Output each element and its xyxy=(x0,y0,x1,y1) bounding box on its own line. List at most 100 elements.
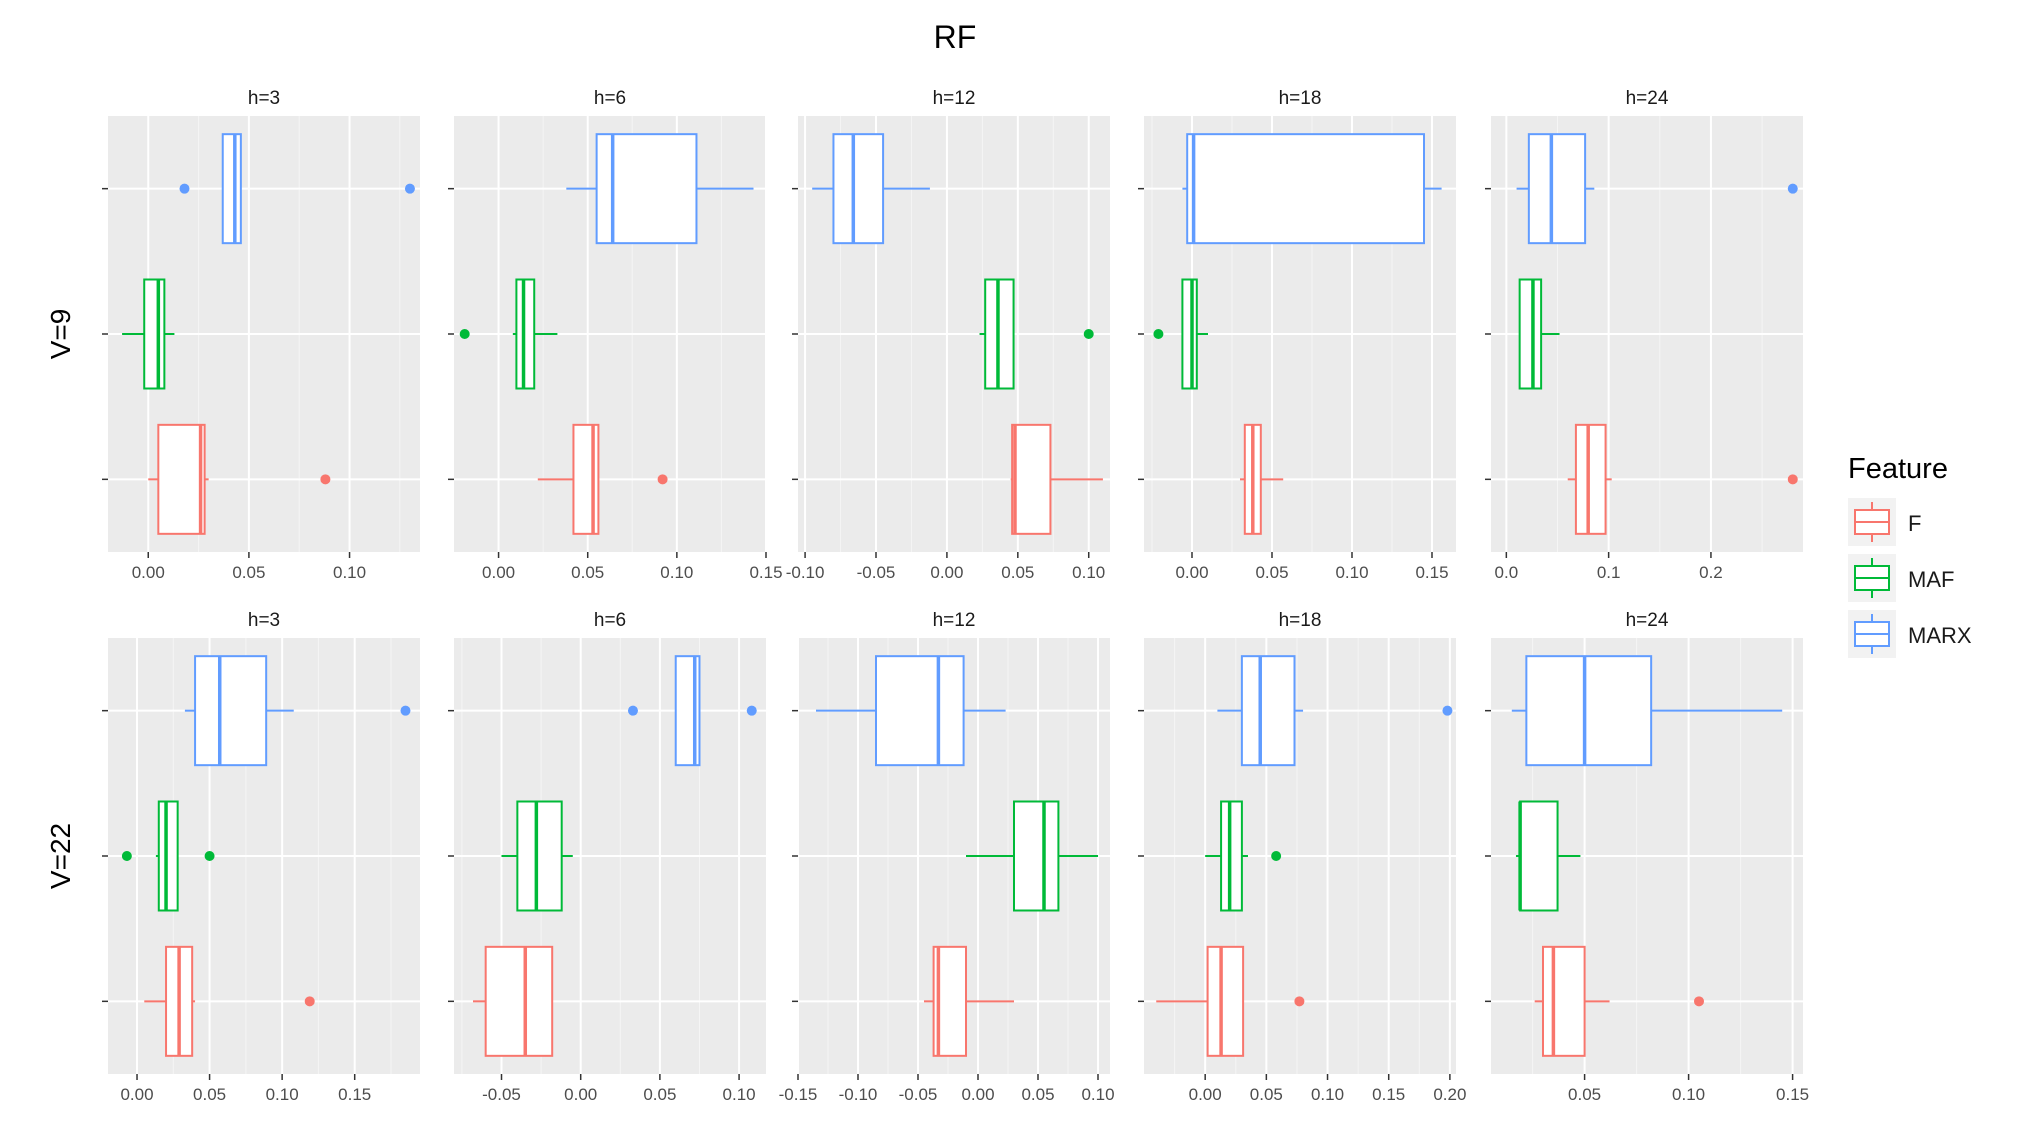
panel-V22-h18: h=18 0.00 0.05 0.10 0.15 0.20 xyxy=(1138,610,1466,1104)
x-tick-label: 0.00 xyxy=(930,563,963,582)
iqr-box xyxy=(1525,655,1653,767)
strip-label: h=18 xyxy=(1279,610,1322,631)
iqr-box xyxy=(1011,423,1052,535)
outlier-point xyxy=(400,705,411,716)
x-tick-label: -0.05 xyxy=(899,1085,938,1104)
x-tick-label: 0.10 xyxy=(1072,563,1105,582)
legend-label: F xyxy=(1908,511,1921,536)
x-tick-label: -0.15 xyxy=(779,1085,818,1104)
outlier-point xyxy=(1787,474,1798,485)
x-tick-label: 0.10 xyxy=(1081,1085,1114,1104)
panel-V22-h6: h=6 -0.05 0.00 0.05 0.10 xyxy=(448,610,766,1104)
strip-label: h=3 xyxy=(248,610,280,631)
box-f xyxy=(1156,945,1305,1057)
x-tick-label: 0.00 xyxy=(1175,563,1208,582)
iqr-box xyxy=(1574,423,1607,535)
x-tick-label: 0.2 xyxy=(1699,563,1723,582)
x-tick-label: 0.10 xyxy=(723,1085,756,1104)
x-tick-label: 0.05 xyxy=(232,563,265,582)
x-tick-label: 0.05 xyxy=(193,1085,226,1104)
iqr-box xyxy=(157,800,179,912)
box-f xyxy=(473,945,554,1057)
box-marx xyxy=(1217,655,1453,767)
iqr-box xyxy=(832,133,885,245)
strip-label: h=3 xyxy=(248,88,280,109)
outlier-point xyxy=(1787,183,1798,194)
strip-label: h=18 xyxy=(1279,88,1322,109)
x-tick-label: 0.0 xyxy=(1495,563,1519,582)
box-f xyxy=(1240,423,1284,535)
legend-entry-maf: MAF xyxy=(1848,554,1954,602)
box-maf xyxy=(1153,278,1208,390)
iqr-box xyxy=(1240,655,1296,767)
panel-V22-h12: h=12 -0.15 -0.10 -0.05 0.00 0.05 0.10 xyxy=(779,610,1115,1104)
x-tick-label: -0.10 xyxy=(786,563,825,582)
x-tick-label: 0.10 xyxy=(1335,563,1368,582)
outlier-point xyxy=(459,329,470,339)
outlier-point xyxy=(1271,851,1282,861)
x-tick-label: 0.10 xyxy=(660,563,693,582)
x-tick-label: 0.10 xyxy=(333,563,366,582)
panel-V22-h24: h=24 0.05 0.10 0.15 xyxy=(1485,610,1809,1104)
outlier-point xyxy=(1083,329,1094,339)
x-tick-label: 0.05 xyxy=(1255,563,1288,582)
iqr-box xyxy=(143,278,166,390)
box-maf xyxy=(966,800,1098,912)
x-tick-label: 0.15 xyxy=(338,1085,371,1104)
legend-title: Feature xyxy=(1848,453,1948,485)
box-f xyxy=(148,423,331,535)
legend-entry-f: F xyxy=(1848,498,1921,546)
box-marx xyxy=(566,133,754,245)
x-tick-label: 0.05 xyxy=(1250,1085,1283,1104)
strip-label: h=24 xyxy=(1626,88,1669,109)
box-marx xyxy=(816,655,1006,767)
facet-panels: h=30.00 0.05 0.10V=9h=60.00 0.05 0.10 0.15h=1… xyxy=(45,88,1809,1104)
panel-V9-h24: h=24 0.0 0.1 0.2 xyxy=(1485,88,1803,582)
box-maf xyxy=(1205,800,1282,912)
x-tick-label: 0.10 xyxy=(1672,1085,1705,1104)
iqr-box xyxy=(484,945,554,1057)
x-tick-label: -0.05 xyxy=(857,563,896,582)
outlier-point xyxy=(404,183,415,194)
box-marx xyxy=(1182,133,1442,245)
box-maf xyxy=(1518,278,1560,390)
panel-V9-h6: h=6 0.00 0.05 0.10 0.15 xyxy=(448,88,783,582)
strip-label: h=6 xyxy=(594,610,626,631)
x-tick-label: 0.15 xyxy=(749,563,782,582)
outlier-point xyxy=(746,705,757,716)
box-marx xyxy=(184,655,411,767)
panel-V9-h12: h=12 -0.10 -0.05 0.00 0.05 0.10 xyxy=(786,88,1110,582)
panel-V9-h18: h=18 0.00 0.05 0.10 0.15 xyxy=(1138,88,1456,582)
outlier-point xyxy=(179,183,190,194)
box-f xyxy=(144,945,315,1057)
x-tick-label: 0.10 xyxy=(1311,1085,1344,1104)
iqr-box xyxy=(1206,945,1245,1057)
x-tick-label: 0.05 xyxy=(1001,563,1034,582)
x-tick-label: 0.00 xyxy=(1189,1085,1222,1104)
iqr-box xyxy=(157,423,206,535)
outlier-point xyxy=(627,705,638,716)
x-tick-label: 0.00 xyxy=(961,1085,994,1104)
row-label: V=22 xyxy=(45,823,76,889)
x-tick-label: 0.15 xyxy=(1415,563,1448,582)
box-f xyxy=(924,945,1014,1057)
x-tick-label: 0.05 xyxy=(643,1085,676,1104)
x-tick-label: 0.20 xyxy=(1433,1085,1466,1104)
box-f xyxy=(1567,423,1798,535)
outlier-point xyxy=(1294,996,1305,1007)
box-maf xyxy=(501,800,573,912)
iqr-box xyxy=(1186,133,1425,245)
legend: Feature F MAF MARX xyxy=(1848,453,1972,658)
box-marx xyxy=(1516,133,1798,245)
iqr-box xyxy=(1542,945,1586,1057)
iqr-box xyxy=(194,655,268,767)
outlier-point xyxy=(121,851,132,861)
iqr-box xyxy=(221,133,242,245)
panel-V22-h3: h=3 0.00 0.05 0.10 0.15 V=22 xyxy=(45,610,420,1104)
outlier-point xyxy=(657,474,668,485)
x-tick-label: -0.10 xyxy=(839,1085,878,1104)
x-tick-label: 0.00 xyxy=(482,563,515,582)
x-tick-label: 0.05 xyxy=(1568,1085,1601,1104)
x-tick-label: 0.00 xyxy=(120,1085,153,1104)
